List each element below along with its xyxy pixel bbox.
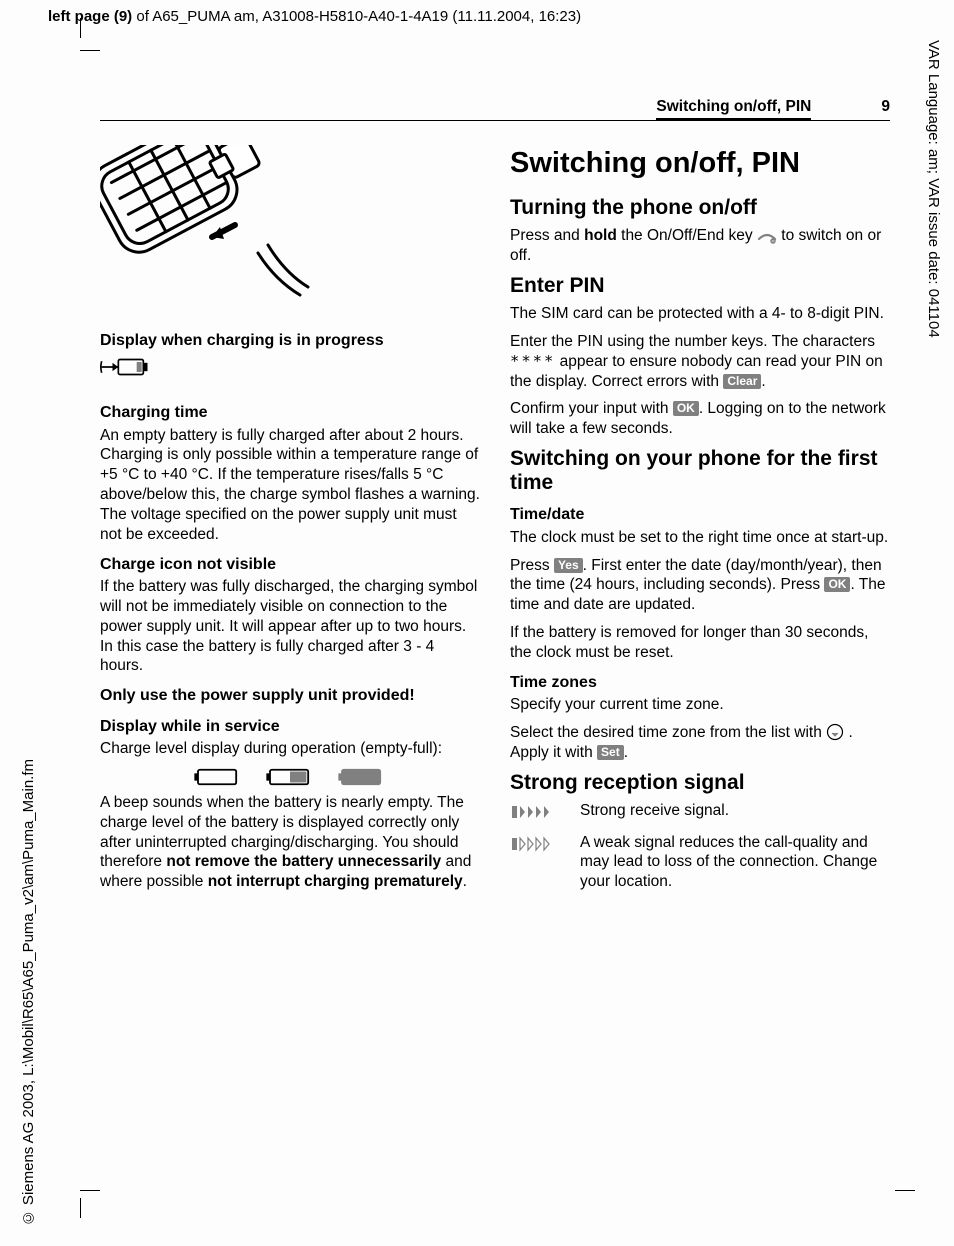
top-meta-text: left page (9) of A65_PUMA am, A31008-H58… (48, 8, 581, 25)
battery-full-icon (338, 767, 386, 787)
running-head: Switching on/off, PIN 9 (100, 98, 890, 121)
t: appear to ensure nobody can read your PI… (510, 353, 883, 390)
t: not interrupt charging prematurely (208, 873, 463, 890)
p-icon-not-visible: If the battery was fully discharged, the… (100, 577, 480, 676)
h-signal: Strong reception signal (510, 771, 890, 795)
t: Press (510, 557, 554, 574)
t: Enter the PIN using the number keys. The… (510, 333, 875, 350)
signal-strong-text: Strong receive signal. (580, 801, 729, 827)
p-tz1: Specify your current time zone. (510, 695, 890, 715)
t: Confirm your input with (510, 400, 673, 417)
battery-levels-row (100, 767, 480, 787)
p-pin3: Confirm your input with OK. Logging on t… (510, 399, 890, 439)
t: hold (584, 227, 617, 244)
key-set: Set (597, 745, 624, 760)
key-yes: Yes (554, 558, 583, 573)
t: Press and (510, 227, 584, 244)
battery-empty-icon (194, 767, 242, 787)
p-td1: The clock must be set to the right time … (510, 528, 890, 548)
main-heading: Switching on/off, PIN (510, 145, 890, 182)
key-ok: OK (673, 401, 699, 416)
p-charging-time: An empty battery is fully charged after … (100, 426, 480, 545)
key-ok-2: OK (824, 577, 850, 592)
t: Select the desired time zone from the li… (510, 724, 826, 741)
right-meta: VAR Language: am; VAR issue date: 041104 (925, 40, 942, 338)
nav-down-icon (826, 723, 844, 741)
t: . (463, 873, 467, 890)
p-turning: Press and hold the On/Off/End key to swi… (510, 226, 890, 266)
p-tz2: Select the desired time zone from the li… (510, 723, 890, 763)
h-turning: Turning the phone on/off (510, 196, 890, 220)
t: the On/Off/End key (617, 227, 757, 244)
t: not remove the battery unnecessarily (166, 853, 441, 870)
h-only-use: Only use the power supply unit provided! (100, 686, 480, 706)
running-title: Switching on/off, PIN (656, 98, 811, 121)
p-service: Charge level display during operation (e… (100, 739, 480, 759)
signal-weak-row: A weak signal reduces the call-quality a… (510, 833, 890, 892)
signal-weak-icon (510, 833, 566, 892)
left-column: Display when charging is in progress Cha… (100, 145, 480, 900)
top-meta: left page (9) of A65_PUMA am, A31008-H58… (48, 8, 581, 25)
p-pin1: The SIM card can be protected with a 4- … (510, 304, 890, 324)
running-page-number: 9 (881, 98, 890, 116)
signal-strong-row: Strong receive signal. (510, 801, 890, 827)
end-key-icon (757, 230, 777, 244)
signal-weak-text: A weak signal reduces the call-quality a… (580, 833, 890, 892)
h-timezones: Time zones (510, 673, 890, 693)
p-td3: If the battery is removed for longer tha… (510, 623, 890, 663)
h-charging-time: Charging time (100, 403, 480, 423)
charging-caption: Display when charging is in progress (100, 331, 480, 351)
h-service: Display while in service (100, 717, 480, 737)
page-body: Switching on/off, PIN 9 (100, 98, 890, 900)
signal-strong-icon (510, 801, 566, 827)
h-first-time: Switching on your phone for the first ti… (510, 447, 890, 495)
right-column: Switching on/off, PIN Turning the phone … (510, 145, 890, 900)
charging-phone-illustration (100, 145, 310, 315)
p-beep: A beep sounds when the battery is nearly… (100, 793, 480, 892)
h-icon-not-visible: Charge icon not visible (100, 555, 480, 575)
h-timedate: Time/date (510, 505, 890, 525)
charging-progress-icon (100, 355, 150, 379)
h-enter-pin: Enter PIN (510, 274, 890, 298)
left-meta: © Siemens AG 2003, L:\Mobil\R65\A65_Puma… (20, 759, 37, 1226)
p-td2: Press Yes. First enter the date (day/mon… (510, 556, 890, 615)
battery-half-icon (266, 767, 314, 787)
p-pin2: Enter the PIN using the number keys. The… (510, 332, 890, 391)
key-clear: Clear (723, 374, 761, 389)
pin-stars: **** (510, 352, 555, 370)
